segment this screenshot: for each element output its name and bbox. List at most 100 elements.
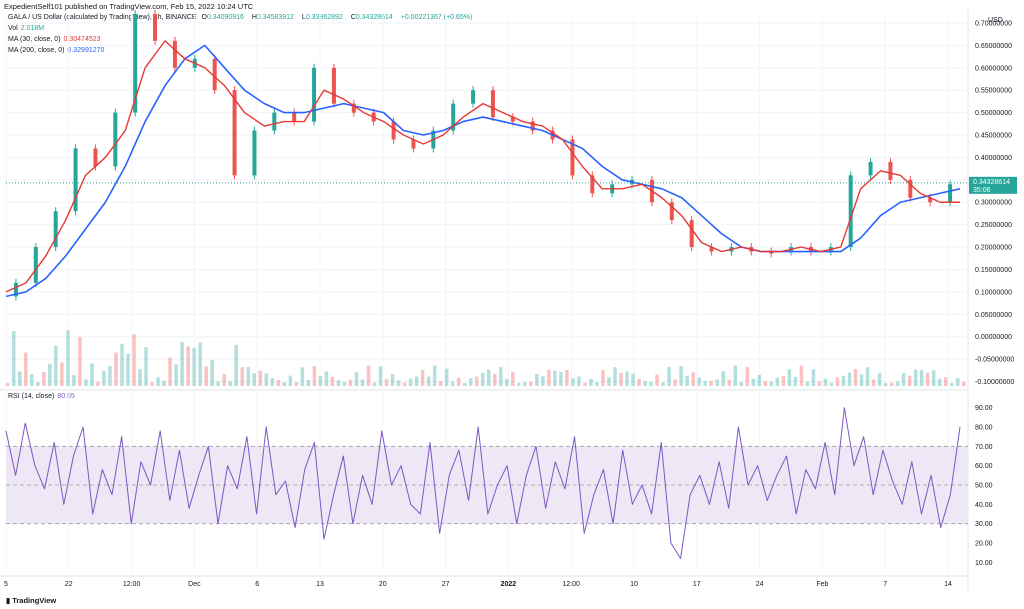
volume-bar [493, 373, 497, 386]
volume-bar [438, 380, 443, 386]
rsi-tick-label: 60.00 [975, 463, 993, 470]
volume-bar [48, 363, 52, 386]
low-label: L0.33862892 [301, 14, 343, 21]
volume-bar [330, 377, 335, 386]
volume-bar [408, 378, 413, 386]
time-tick-label: Dec [188, 581, 201, 588]
volume-bar [811, 369, 816, 386]
volume-bar [480, 372, 485, 386]
candle-body [153, 14, 158, 41]
candle-body [451, 103, 456, 131]
volume-bar [42, 372, 46, 386]
ma30-value: 0.30474523 [63, 36, 101, 43]
volume-bar [366, 365, 371, 386]
candle-body [93, 148, 98, 167]
rsi-line [5, 407, 961, 559]
candle-body [669, 202, 674, 221]
volume-bar [937, 378, 942, 386]
volume-bar [114, 352, 118, 386]
time-tick-label: 6 [255, 581, 259, 588]
candle-body [769, 251, 774, 254]
volume-bar [805, 381, 810, 386]
time-tick-label: 5 [4, 581, 8, 588]
rsi-tick-label: 40.00 [975, 502, 993, 509]
candle-body [530, 121, 535, 131]
vol-value: 2.018M [20, 25, 45, 32]
rsi-legend: RSI (14, close) 80.55 [8, 393, 78, 400]
volume-bar [733, 365, 738, 386]
volume-bar [6, 383, 10, 386]
volume-bar [847, 372, 852, 386]
price-tag-box [969, 176, 1017, 194]
volume-bar [306, 379, 311, 386]
volume-bar [246, 367, 250, 386]
volume-bar [84, 379, 88, 386]
rsi-tick-label: 10.00 [975, 560, 993, 567]
volume-bar [396, 380, 401, 386]
volume-bar [853, 369, 858, 386]
candle-body [570, 139, 575, 176]
volume-bar [282, 382, 287, 386]
volume-bar [691, 372, 695, 386]
volume-bar [961, 381, 966, 386]
volume-bar [54, 345, 58, 386]
rsi-tick-label: 30.00 [975, 521, 993, 528]
volume-bar [757, 374, 762, 386]
time-tick-label: 14 [944, 581, 952, 588]
volume-bar [258, 370, 263, 386]
volume-bar [126, 354, 130, 386]
candle-body [868, 161, 873, 176]
price-tick-label: 0.15000000 [975, 267, 1012, 274]
currency-label: USD [988, 17, 1003, 24]
volume-bar [835, 377, 840, 386]
price-tick-label: 0.25000000 [975, 222, 1012, 229]
volume-bar [559, 372, 563, 386]
volume-bar [679, 366, 683, 386]
price-tick-label: -0.05000000 [975, 357, 1014, 364]
ma200-legend: MA (200, close, 0) 0.32991270 [8, 47, 107, 54]
volume-bar [661, 382, 665, 386]
volume-bar [745, 366, 750, 386]
volume-bar [523, 382, 527, 386]
price-tick-label: 0.10000000 [975, 289, 1012, 296]
volume-bar [456, 377, 461, 386]
volume-bar [799, 365, 804, 386]
volume-bar [36, 382, 40, 386]
volume-bar [823, 378, 828, 386]
candle-body [888, 161, 893, 180]
volume-bar [793, 376, 798, 386]
volume-bar [703, 381, 707, 386]
volume-bar [739, 382, 744, 386]
ma200-value: 0.32991270 [67, 47, 105, 54]
volume-bar [541, 376, 545, 386]
volume-bar [414, 376, 419, 386]
volume-bar [631, 373, 635, 386]
symbol-label: GALA / US Dollar (calculated by TradingV… [8, 14, 197, 21]
volume-bar [535, 373, 539, 386]
volume-bar [613, 367, 617, 386]
volume-bar [198, 342, 202, 386]
candle-body [212, 58, 217, 91]
volume-bar [505, 379, 509, 386]
rsi-tick-label: 70.00 [975, 444, 993, 451]
candle-body [312, 67, 317, 122]
candle-body [689, 220, 694, 248]
volume-bar [775, 377, 780, 386]
volume-bar [607, 377, 611, 386]
volume-bar [553, 370, 557, 386]
price-tick-label: 0.05000000 [975, 312, 1012, 319]
candle-body [133, 14, 138, 113]
volume-bar [697, 377, 701, 386]
volume-bar [270, 378, 275, 386]
volume-bar [402, 382, 407, 386]
volume-bar [769, 381, 774, 386]
volume-bar [655, 374, 659, 386]
candle-body [113, 112, 118, 167]
volume-bar [168, 357, 172, 386]
volume-bar [192, 347, 196, 386]
time-tick-label: 12:00 [562, 581, 580, 588]
volume-bar [601, 369, 605, 386]
volume-bar [264, 373, 269, 386]
volume-bar [336, 380, 341, 386]
